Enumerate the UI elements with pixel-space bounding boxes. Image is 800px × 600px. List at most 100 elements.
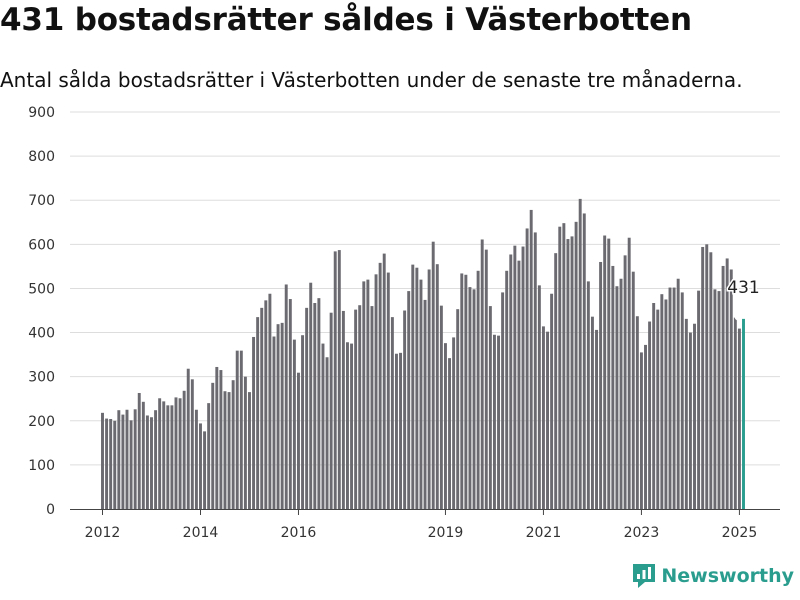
bar xyxy=(125,409,129,509)
bar xyxy=(219,370,223,509)
value-annotation: 431 xyxy=(727,278,759,298)
x-tick-label: 2021 xyxy=(526,525,562,541)
bar xyxy=(484,249,488,510)
y-tick-label: 200 xyxy=(28,414,55,430)
bar xyxy=(252,336,256,509)
x-tick-label: 2025 xyxy=(722,525,758,541)
bar xyxy=(631,271,635,509)
bar xyxy=(586,281,590,509)
bar xyxy=(362,281,366,509)
x-tick-label: 2019 xyxy=(428,525,464,541)
bar xyxy=(260,307,264,509)
bar xyxy=(117,410,121,509)
bar xyxy=(186,368,190,509)
bar xyxy=(509,254,513,509)
bar xyxy=(366,279,370,509)
bar xyxy=(235,350,239,509)
bar xyxy=(558,226,562,509)
bar xyxy=(301,335,305,509)
bar xyxy=(341,310,345,509)
bar xyxy=(492,334,496,509)
bar xyxy=(325,357,329,509)
bar xyxy=(570,236,574,510)
bar xyxy=(166,405,170,509)
bar xyxy=(525,228,529,509)
bar xyxy=(415,267,419,509)
bar xyxy=(652,303,656,509)
bar xyxy=(382,253,386,509)
bar xyxy=(635,316,639,509)
bar xyxy=(264,300,268,509)
annotation-layer: 431 xyxy=(726,276,761,321)
bar xyxy=(439,305,443,509)
x-tick-label: 2014 xyxy=(183,525,219,541)
bar xyxy=(317,298,321,509)
bar xyxy=(239,350,243,509)
bar xyxy=(390,317,394,509)
bar xyxy=(709,252,713,510)
bar xyxy=(480,239,484,509)
bar xyxy=(688,332,692,509)
bar xyxy=(452,337,456,509)
bar xyxy=(562,223,566,509)
y-tick-label: 0 xyxy=(46,502,55,518)
bar xyxy=(501,292,505,509)
x-tick-label: 2016 xyxy=(281,525,317,541)
bar xyxy=(350,343,354,509)
bar xyxy=(378,262,382,509)
bar xyxy=(529,209,533,509)
y-tick-label: 300 xyxy=(28,370,55,386)
bar xyxy=(190,379,194,509)
bar xyxy=(129,420,133,509)
bar xyxy=(329,312,333,509)
bar xyxy=(733,317,737,509)
bar xyxy=(211,382,215,509)
bar-highlight xyxy=(742,318,745,509)
bar xyxy=(566,239,570,510)
bar xyxy=(684,318,688,509)
bar xyxy=(513,245,517,509)
bar xyxy=(517,260,521,509)
bar xyxy=(411,264,415,509)
y-tick-label: 600 xyxy=(28,237,55,253)
bar xyxy=(321,343,325,509)
bar xyxy=(468,287,472,509)
bar xyxy=(546,331,549,509)
bar xyxy=(333,251,337,509)
bar xyxy=(305,307,309,509)
bar xyxy=(231,380,235,509)
bar xyxy=(345,342,349,509)
bar xyxy=(292,339,296,509)
y-tick-label: 400 xyxy=(28,326,55,342)
bar xyxy=(554,253,558,509)
bar xyxy=(178,398,182,509)
bar xyxy=(619,278,623,509)
bar xyxy=(403,310,407,509)
bar xyxy=(133,409,137,509)
bar xyxy=(448,358,452,509)
y-tick-label: 800 xyxy=(28,149,55,165)
y-tick-label: 700 xyxy=(28,193,55,209)
bar xyxy=(472,289,476,509)
bar xyxy=(656,309,660,509)
bar xyxy=(288,299,292,509)
bar xyxy=(725,258,729,509)
bar xyxy=(374,274,378,509)
bar xyxy=(578,198,582,509)
bar xyxy=(541,326,545,509)
bar xyxy=(276,324,280,509)
bar xyxy=(693,323,696,509)
bar xyxy=(399,352,403,509)
bar xyxy=(476,270,480,509)
bar xyxy=(639,352,643,509)
bar xyxy=(407,291,411,509)
y-tick-label: 500 xyxy=(28,281,55,297)
bar xyxy=(435,264,439,509)
x-tick-label: 2012 xyxy=(85,525,121,541)
bar xyxy=(431,241,435,510)
bar xyxy=(533,232,537,509)
x-axis-ticks: 2012 2014 2016 2019 2021 2023 2025 xyxy=(85,509,758,541)
chart-title: 431 bostadsrätter såldes i Västerbotten xyxy=(0,2,692,38)
bar xyxy=(248,392,251,509)
y-tick-label: 100 xyxy=(28,458,55,474)
